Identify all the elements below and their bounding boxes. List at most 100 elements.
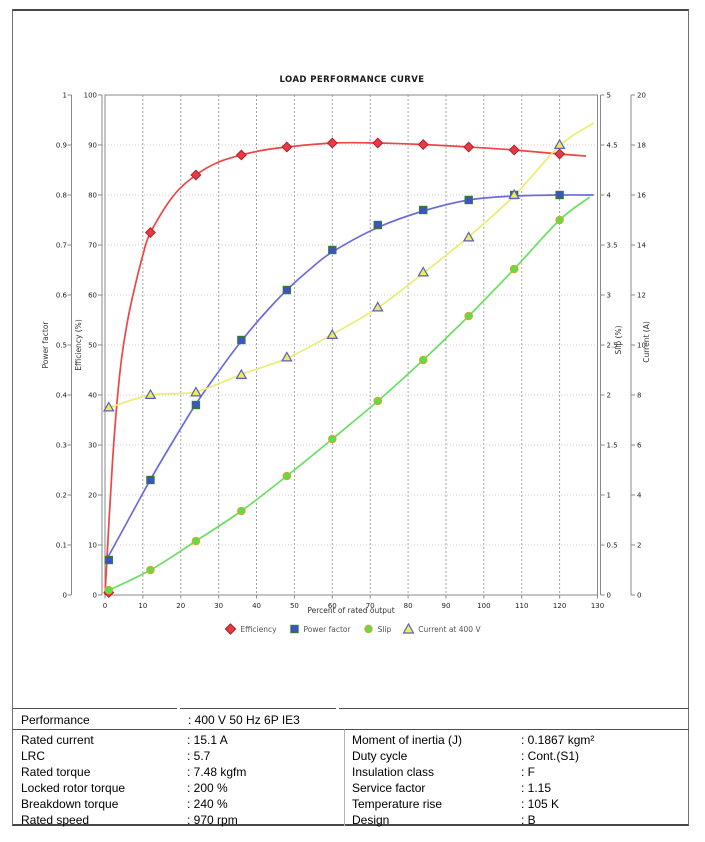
slip-tick-label: 3.5 [607, 241, 618, 249]
x-tick-label: 20 [176, 602, 185, 610]
current-tick-label: 18 [637, 141, 646, 149]
efficiency-tick-label: 0 [93, 591, 97, 599]
x-tick-label: 10 [138, 602, 147, 610]
marker-square [419, 205, 428, 215]
marker-circle [418, 355, 428, 365]
slip-tick-label: 1.5 [607, 441, 618, 449]
marker-triangle [371, 301, 384, 312]
efficiency-tick-label: 80 [88, 191, 97, 199]
current-tick-label: 10 [637, 341, 646, 349]
spec-table-right-pane: Moment of inertia (J): 0.1867 kgm² Duty c… [344, 729, 689, 829]
spec-row: Design: B [345, 813, 689, 829]
spec-row: Temperature rise : 105 K [345, 797, 689, 813]
slip-tick-label: 5 [607, 91, 611, 99]
legend-label: Slip [377, 624, 392, 634]
x-tick-label: 40 [252, 602, 261, 610]
marker-triangle [462, 231, 475, 242]
current-tick-label: 14 [637, 241, 646, 249]
x-tick-label: 90 [442, 602, 451, 610]
load-performance-chart: 00.10.20.30.40.50.60.70.80.9101020304050… [56, 91, 647, 610]
current-tick-label: 4 [637, 491, 642, 499]
spec-value: : Cont.(S1) [521, 749, 580, 763]
spec-label: LRC [21, 749, 46, 763]
outer-frame [12, 9, 689, 826]
marker-diamond [326, 137, 338, 149]
legend-label: Current at 400 V [418, 624, 481, 634]
marker-square [282, 285, 292, 295]
spec-label: Locked rotor torque [21, 781, 126, 795]
marker-triangle [144, 388, 157, 399]
legend-label: Power factor [303, 624, 351, 634]
spec-label: Breakdown torque [21, 797, 119, 811]
power_factor-tick-label: 0 [63, 591, 67, 599]
legend-item-current: Current at 400 V [402, 623, 481, 635]
x-tick-label: 100 [477, 602, 490, 610]
spec-value: : 240 % [187, 797, 228, 811]
spec-label: Service factor [352, 781, 426, 795]
x-tick-label: 130 [591, 602, 604, 610]
series-line-current [104, 122, 595, 410]
spec-row: Locked rotor torque: 200 % [13, 781, 344, 797]
spec-label: Rated speed [21, 813, 90, 827]
axis-title-power-factor: Power factor [41, 321, 50, 369]
square-glyph [289, 624, 299, 634]
slip-tick-label: 3 [607, 291, 611, 299]
legend-item-efficiency: Efficiency [224, 623, 277, 635]
spec-row: Rated torque : 7.48 kgfm [13, 765, 344, 781]
axis-title-efficiency: Efficiency (%) [74, 319, 83, 371]
marker-square [555, 190, 564, 200]
triangle-glyph [402, 623, 415, 634]
legend-item-power_factor: Power factor [288, 623, 351, 635]
marker-square [191, 400, 201, 410]
spec-label: Rated torque [21, 765, 91, 779]
spec-table: Rated current: 15.1 A LRC: 5.7 Rated torqu… [13, 729, 689, 829]
power_factor-tick-label: 1 [63, 91, 67, 99]
efficiency-tick-label: 10 [88, 541, 97, 549]
spec-label: Moment of inertia (J) [352, 733, 463, 747]
slip-tick-label: 1 [607, 491, 611, 499]
power_factor-tick-label: 0.1 [56, 541, 67, 549]
current-tick-label: 6 [637, 441, 642, 449]
chart-legend: Efficiency Power factor Slip Current at 400… [0, 623, 705, 635]
marker-circle [555, 215, 564, 225]
spec-value: : 1.15 [521, 781, 552, 795]
x-tick-label: 0 [103, 602, 107, 610]
efficiency-tick-label: 70 [88, 241, 97, 249]
marker-diamond [554, 148, 566, 160]
marker-triangle [326, 328, 339, 339]
power_factor-tick-label: 0.3 [56, 441, 67, 449]
performance-header-row: Performance : 400 V 50 Hz 6P IE3 [13, 708, 689, 729]
power_factor-tick-label: 0.8 [56, 191, 67, 199]
axis-title-slip: Slip (%) [614, 325, 623, 355]
marker-square [373, 220, 382, 230]
current-tick-label: 2 [637, 541, 641, 549]
spec-value: : 105 K [521, 797, 560, 811]
marker-diamond [281, 141, 293, 153]
marker-square [464, 195, 473, 205]
diamond-icon [225, 623, 237, 635]
spec-value: : 5.7 [187, 749, 211, 763]
slip-tick-label: 2.5 [607, 341, 618, 349]
series-line-slip [104, 196, 591, 593]
efficiency-tick-label: 20 [88, 491, 97, 499]
marker-circle [191, 536, 201, 546]
marker-square [237, 335, 246, 345]
spec-value: : 7.48 kgfm [187, 765, 247, 779]
chart-title: LOAD PERFORMANCE CURVE [279, 75, 425, 85]
x-axis-title: Percent of rated output [307, 606, 395, 615]
x-tick-label: 50 [290, 602, 299, 610]
square-icon [289, 624, 299, 634]
spec-row: Service factor : 1.15 [345, 781, 689, 797]
marker-circle [373, 396, 383, 406]
performance-label: Performance [13, 708, 177, 729]
spec-row: Breakdown torque : 240 % [13, 797, 344, 813]
spec-label: Temperature rise [352, 797, 443, 811]
efficiency-tick-label: 50 [88, 341, 97, 349]
power_factor-tick-label: 0.9 [56, 141, 67, 149]
marker-diamond [463, 141, 475, 153]
x-tick-label: 70 [366, 602, 375, 610]
marker-circle [104, 585, 114, 595]
marker-circle [328, 434, 337, 444]
axis-title-current: Current (A) [642, 321, 651, 363]
spec-label: Duty cycle [352, 749, 408, 763]
